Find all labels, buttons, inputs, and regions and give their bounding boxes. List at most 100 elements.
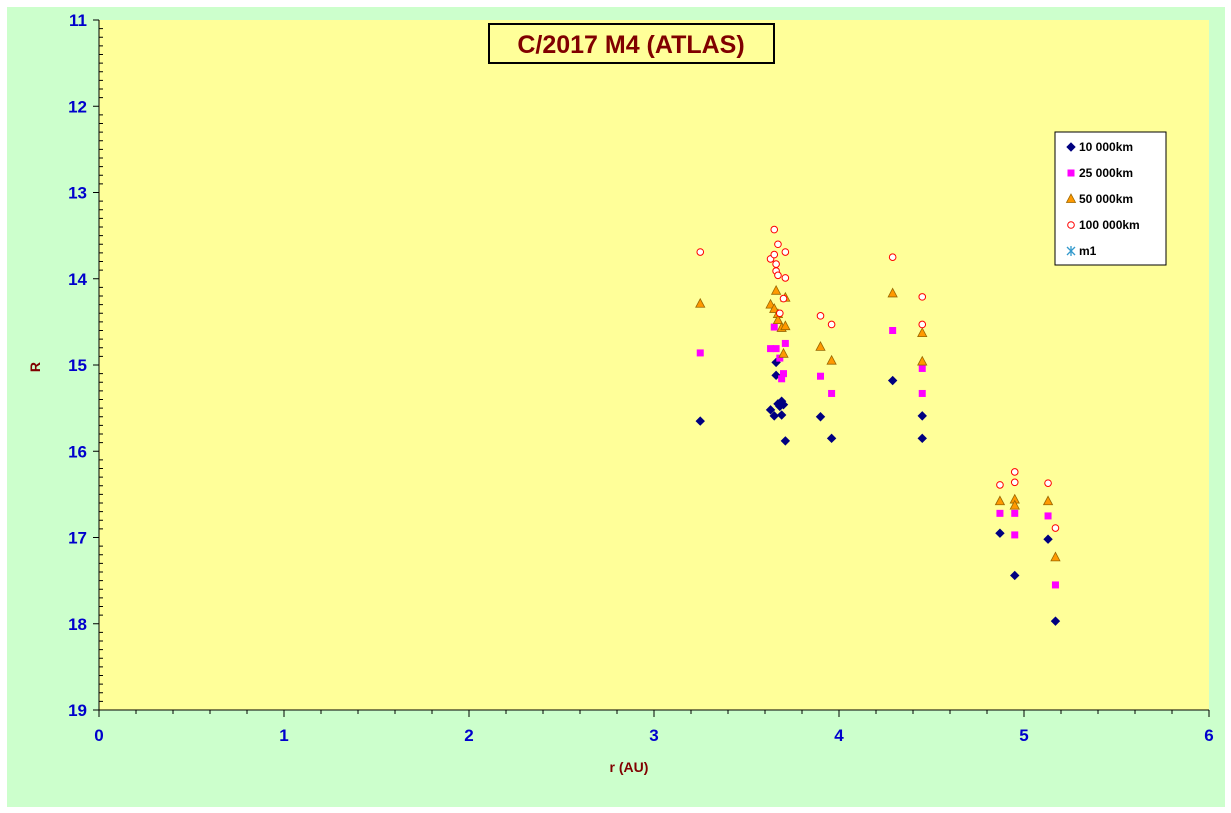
data-point (917, 327, 928, 337)
y-tick-label: 18 (68, 615, 87, 634)
data-point (917, 411, 927, 421)
data-point (776, 410, 787, 420)
data-point (994, 495, 1006, 506)
data-point (769, 411, 779, 421)
data-point (771, 370, 781, 381)
legend-marker (1065, 193, 1077, 203)
x-tick-label: 0 (94, 726, 103, 745)
data-point (781, 248, 790, 256)
y-tick-label: 17 (68, 529, 87, 548)
data-point (817, 372, 824, 380)
legend-marker (1067, 169, 1075, 177)
data-point (774, 271, 782, 280)
data-points (695, 225, 1061, 626)
data-point (1010, 570, 1020, 581)
data-point (774, 240, 782, 249)
data-point (1050, 551, 1061, 562)
x-tick-label: 2 (464, 726, 473, 745)
legend: 10 000km 25 000km 50 000km 100 000km m1 (1054, 131, 1167, 266)
data-point (1009, 499, 1020, 510)
data-point (765, 405, 776, 415)
data-point (887, 287, 898, 298)
data-point (769, 303, 780, 313)
y-tick-label: 15 (68, 356, 87, 375)
data-point (695, 297, 706, 308)
data-point (1010, 468, 1019, 476)
data-point (767, 345, 775, 353)
legend-label: 10 000km (1079, 140, 1133, 154)
legend-marker (1066, 142, 1076, 152)
x-tick-label: 4 (834, 726, 844, 745)
data-point (1051, 581, 1059, 589)
data-point (779, 294, 788, 303)
x-tick-label: 1 (279, 726, 288, 745)
data-point (780, 436, 791, 446)
data-point (826, 433, 837, 444)
y-tick-label: 13 (68, 184, 87, 203)
data-point (1050, 616, 1061, 626)
data-point (918, 320, 927, 329)
data-point (995, 528, 1005, 538)
data-point (917, 355, 928, 366)
data-point (887, 375, 898, 386)
legend-label: 50 000km (1079, 192, 1133, 206)
legend-label: 100 000km (1079, 218, 1140, 232)
data-point (781, 274, 790, 282)
legend-label: m1 (1079, 244, 1097, 258)
series-1 (696, 323, 1059, 589)
data-point (996, 481, 1004, 489)
chart-title: C/2017 M4 (ATLAS) (517, 31, 744, 59)
x-tick-label: 6 (1204, 726, 1213, 745)
data-point (996, 509, 1004, 517)
data-point (888, 253, 897, 261)
data-point (816, 312, 825, 320)
x-tick-label: 5 (1019, 726, 1028, 745)
data-point (772, 314, 784, 325)
plot-area (99, 20, 1209, 710)
data-point (772, 345, 780, 353)
data-point (918, 293, 927, 301)
data-point (776, 354, 784, 362)
data-point (695, 416, 705, 426)
data-point (1011, 509, 1019, 517)
data-point (815, 341, 826, 351)
data-point (826, 354, 837, 365)
data-point (776, 309, 784, 318)
data-point (780, 320, 791, 331)
y-tick-label: 12 (68, 97, 87, 116)
data-point (696, 248, 705, 256)
y-tick-label: 16 (68, 442, 87, 461)
data-point (917, 433, 927, 444)
y-tick-label: 19 (68, 701, 87, 720)
data-point (778, 347, 789, 358)
data-point (1044, 479, 1052, 487)
data-point (1010, 478, 1019, 487)
data-point (828, 389, 836, 397)
x-tick-label: 3 (649, 726, 658, 745)
legend-label: 25 000km (1079, 166, 1133, 180)
data-point (778, 399, 789, 410)
data-point (889, 327, 897, 334)
data-point (770, 323, 778, 331)
legend-marker (1066, 246, 1076, 256)
y-axis-title: R (27, 362, 43, 372)
x-axis-ticks: 0 1 2 3 4 5 6 (94, 710, 1214, 745)
data-point (772, 260, 780, 268)
y-axis-ticks: 11 12 13 14 15 16 17 18 19 (68, 11, 103, 720)
data-point (780, 370, 787, 378)
data-point (1043, 534, 1053, 544)
series-3 (696, 225, 1060, 532)
chart-title-box: C/2017 M4 (ATLAS) (488, 23, 775, 64)
data-point (696, 349, 704, 357)
data-point (918, 389, 926, 397)
y-tick-label: 11 (69, 11, 87, 30)
data-point (770, 250, 779, 259)
data-point (1042, 495, 1054, 506)
data-point (815, 412, 826, 422)
data-point (918, 364, 926, 372)
legend-marker (1067, 221, 1075, 229)
data-point (1011, 531, 1019, 539)
x-axis-title: r (AU) (610, 759, 649, 775)
